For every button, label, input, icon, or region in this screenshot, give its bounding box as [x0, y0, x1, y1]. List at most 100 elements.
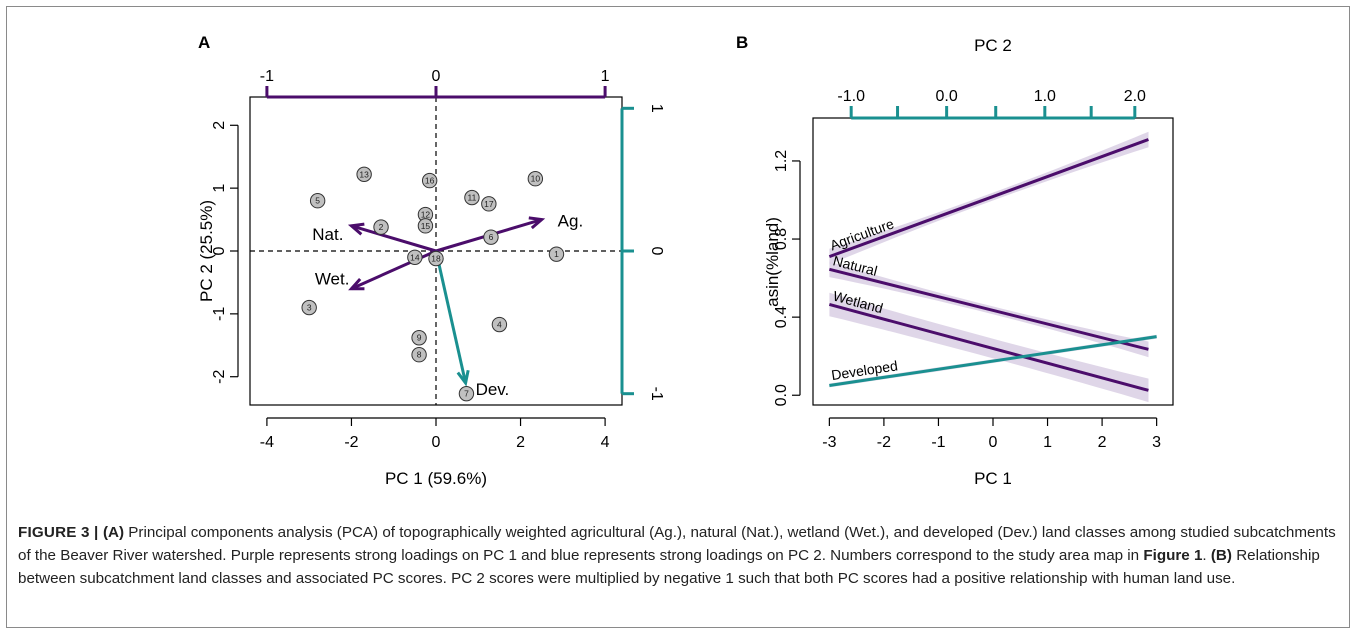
pca-point-label: 13 — [359, 169, 369, 179]
pca-point-label: 14 — [410, 252, 420, 262]
x-axis-tick-label: -2 — [877, 434, 891, 451]
loading-arrow-head — [348, 278, 365, 291]
figure-frame — [6, 6, 1350, 628]
top-axis-tick-label: 1.0 — [1034, 88, 1056, 105]
right-axis-tick-label: 1 — [648, 104, 665, 113]
loading-arrow-shaft — [434, 250, 468, 384]
pca-point-label: 5 — [315, 196, 320, 206]
right-axis-tick-label: 0 — [648, 247, 665, 256]
figure-caption: FIGURE 3 | (A) Principal components anal… — [18, 521, 1336, 590]
top-axis-tick-label: 0 — [432, 68, 441, 85]
x-axis-tick-label: -3 — [822, 434, 836, 451]
pca-point: 5 — [309, 193, 326, 209]
x-axis-tick-label: -4 — [260, 434, 274, 451]
regression-lines — [828, 138, 1157, 392]
y-axis-tick-label: -1 — [211, 307, 228, 321]
pca-point-label: 8 — [417, 350, 422, 360]
pca-point-label: 2 — [379, 222, 384, 232]
pca-point-label: 3 — [307, 303, 312, 313]
pca-point-label: 15 — [421, 221, 431, 231]
pca-loading-arrows — [347, 216, 546, 387]
regression-line — [828, 267, 1149, 351]
pca-point-label: 12 — [421, 210, 431, 220]
pca-point-marker — [301, 299, 317, 316]
y-axis-tick-label: -2 — [211, 370, 228, 384]
pca-point-marker — [428, 250, 444, 267]
regression-x-axis-title: PC 1 — [974, 469, 1012, 488]
regression-y-axis-title: asin(%land) — [763, 217, 782, 307]
pca-point: 13 — [356, 166, 372, 183]
pca-point-label: 4 — [497, 320, 502, 330]
top-axis-tick-label: 1 — [601, 68, 610, 85]
pca-point-marker — [527, 171, 544, 187]
top-axis-tick-label: 2.0 — [1124, 88, 1146, 105]
x-axis-tick-label: 0 — [432, 434, 441, 451]
y-axis-tick-label: 1.2 — [773, 150, 790, 172]
pca-point-label: 16 — [425, 176, 435, 186]
pca-point: 1 — [548, 246, 565, 262]
pca-point-marker — [464, 189, 480, 206]
caption-b-text: Relationship between subcatchment land c… — [18, 547, 1320, 587]
loading-label: Nat. — [312, 225, 343, 244]
pca-point-label: 7 — [464, 389, 469, 399]
loading-arrow-shaft — [350, 249, 437, 291]
pca-point-marker — [309, 193, 326, 209]
caption-a-text: Principal components analysis (PCA) of t… — [18, 524, 1336, 564]
y-axis-tick-label: 0 — [211, 246, 228, 255]
right-axis-tick-label: -1 — [648, 387, 665, 401]
regression-line — [828, 303, 1149, 392]
pca-point-marker — [458, 385, 475, 402]
pca-point-label: 10 — [531, 174, 541, 184]
pca-point-marker — [373, 219, 389, 235]
loading-label: Dev. — [476, 380, 510, 399]
pca-point-marker — [483, 229, 499, 245]
y-axis-tick-label: 2 — [211, 121, 228, 130]
pca-point-label: 9 — [417, 333, 422, 343]
loading-arrow-head — [528, 216, 546, 230]
pca-point-marker — [411, 330, 427, 346]
caption-figure-ref: Figure 1 — [1143, 547, 1203, 564]
x-axis-tick-label: -1 — [931, 434, 945, 451]
pca-point-marker — [548, 246, 565, 262]
pca-point-marker — [356, 166, 372, 183]
pca-point-marker — [491, 316, 508, 333]
loading-arrow-head — [456, 369, 470, 387]
caption-b-tag: (B) — [1210, 547, 1232, 564]
caption-lead: FIGURE 3 | — [18, 524, 103, 541]
loading-label: Wet. — [315, 270, 350, 289]
x-axis-tick-label: 2 — [516, 434, 525, 451]
pca-point-label: 18 — [431, 254, 441, 264]
pca-x-axis-title: PC 1 (59.6%) — [385, 469, 487, 488]
regression-line — [828, 138, 1149, 259]
regression-axes: -3 -2 -1 0 1 2 3 0.0 0.4 0.8 1.2 -1.0 0.0 1.0 2.0 — [773, 88, 1161, 451]
pca-point-marker — [421, 172, 438, 189]
pca-point: 4 — [491, 316, 508, 333]
y-axis-tick-label: 1 — [211, 184, 228, 193]
y-axis-tick-label: 0.8 — [773, 228, 790, 250]
pca-point-marker — [417, 218, 434, 234]
regression-line — [829, 335, 1157, 387]
loading-arrow-head — [347, 222, 365, 236]
top-axis-tick-label: -1.0 — [837, 88, 865, 105]
pca-point: 15 — [417, 218, 434, 234]
caption-a-text-end: . — [1202, 547, 1211, 564]
pca-point-marker — [481, 196, 497, 212]
x-axis-tick-label: 1 — [1043, 434, 1052, 451]
panel-label-a: A — [198, 33, 210, 52]
pca-point: 18 — [428, 250, 444, 267]
pca-point: 12 — [417, 206, 434, 223]
pca-point: 10 — [527, 171, 544, 187]
regression-top-axis-title: PC 2 — [974, 36, 1012, 55]
pca-point-label: 6 — [489, 232, 494, 242]
caption-a-tag: (A) — [102, 524, 125, 541]
pca-point-marker — [411, 347, 427, 363]
pca-point-marker — [407, 249, 423, 265]
pca-point: 6 — [483, 229, 499, 245]
pca-y-axis-title: PC 2 (25.5%) — [197, 200, 216, 302]
top-axis-tick-label: 0.0 — [936, 88, 958, 105]
pca-point: 11 — [464, 189, 480, 206]
pca-point: 9 — [411, 330, 427, 346]
